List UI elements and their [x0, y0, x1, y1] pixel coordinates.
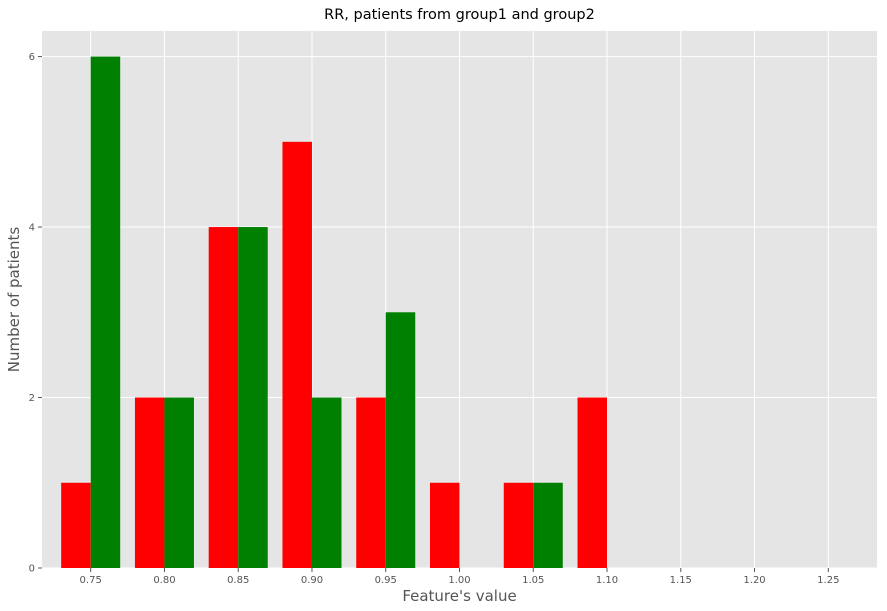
- x-tick-label: 0.85: [227, 575, 249, 586]
- bar: [282, 141, 312, 569]
- bar: [577, 397, 608, 568]
- x-tick-label: 0.95: [375, 575, 397, 586]
- bar: [503, 482, 534, 568]
- x-axis-label: Feature's value: [402, 587, 516, 605]
- y-tick-label: 6: [29, 52, 35, 63]
- bar: [533, 482, 563, 568]
- x-tick-label: 0.80: [153, 575, 175, 586]
- y-tick-label: 0: [29, 564, 35, 575]
- bar: [90, 56, 121, 568]
- bar: [208, 227, 239, 569]
- grid: [42, 31, 877, 569]
- x-tick-label: 1.05: [522, 575, 544, 586]
- y-tick-label: 4: [29, 223, 35, 234]
- bar: [429, 482, 460, 568]
- chart-title: RR, patients from group1 and group2: [324, 7, 595, 23]
- bar: [164, 397, 194, 568]
- bar: [61, 482, 91, 568]
- x-tick-label: 1.10: [596, 575, 618, 586]
- x-tick-label: 0.90: [301, 575, 323, 586]
- y-tick-label: 2: [29, 393, 35, 404]
- bars: [61, 56, 608, 569]
- bar: [134, 397, 165, 568]
- x-tick-label: 0.75: [80, 575, 102, 586]
- x-tick-label: 1.15: [670, 575, 692, 586]
- bar: [311, 397, 342, 568]
- bar: [385, 312, 416, 568]
- bar: [238, 227, 268, 569]
- x-tick-label: 1.00: [448, 575, 470, 586]
- x-tick-label: 1.20: [743, 575, 765, 586]
- y-axis-label: Number of patients: [5, 227, 23, 373]
- bar: [356, 397, 386, 568]
- x-tick-label: 1.25: [817, 575, 839, 586]
- y-axis-ticks: 0 2 4 6: [29, 52, 42, 575]
- x-axis-ticks: 0.75 0.80 0.85 0.90 0.95 1.00 1.05 1.10 1.15 1.20…: [80, 568, 839, 586]
